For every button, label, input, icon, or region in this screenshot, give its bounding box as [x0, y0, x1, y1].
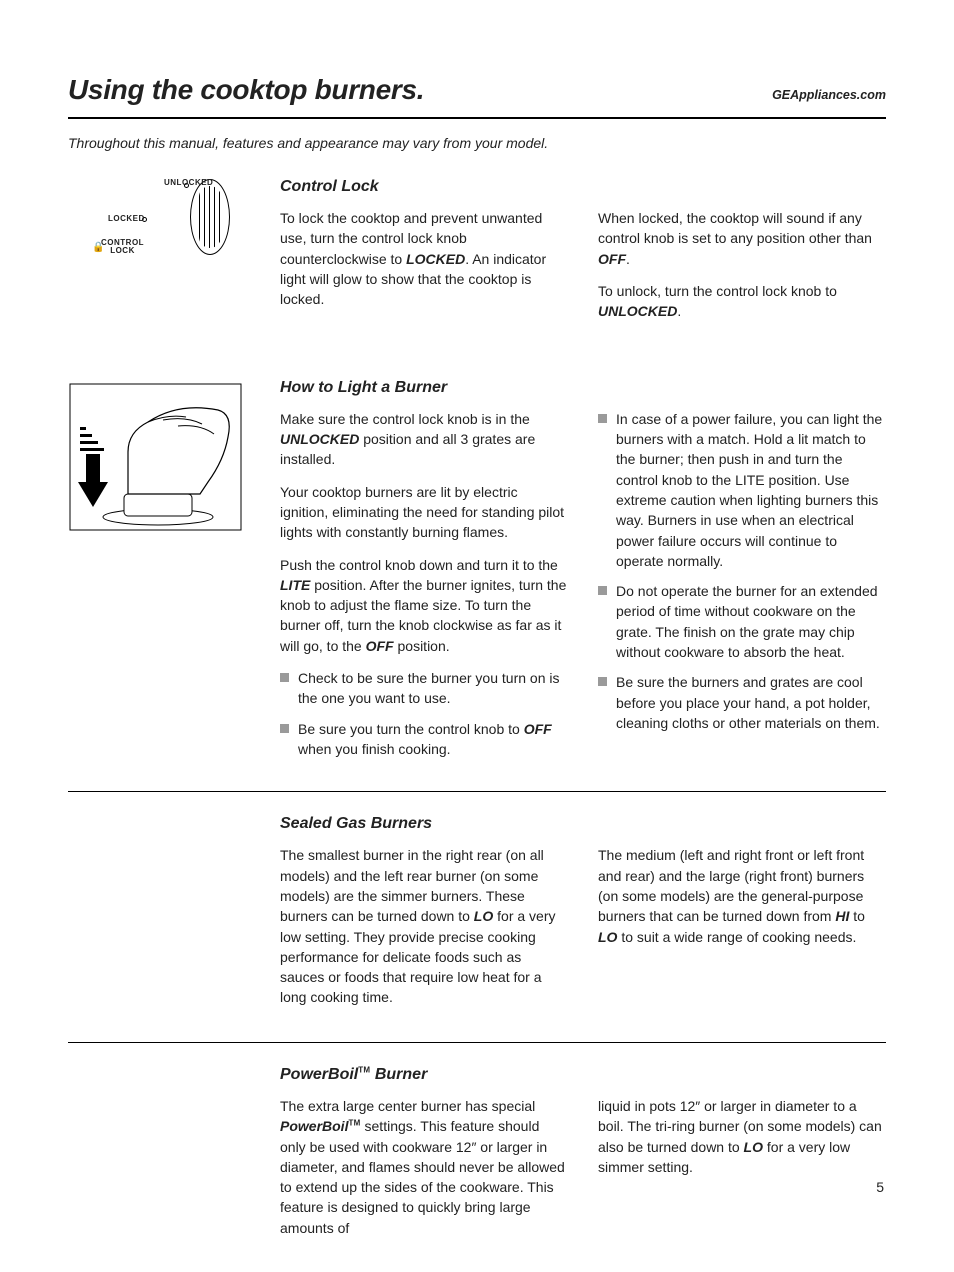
section-powerboil: PowerBoilTM Burner The extra large cente… — [68, 1063, 886, 1272]
term-locked: LOCKED — [406, 251, 465, 267]
trademark-icon: TM — [348, 1119, 360, 1128]
page-subtitle: Throughout this manual, features and app… — [68, 133, 886, 153]
term-off: OFF — [598, 251, 626, 267]
text-span: PowerBoil — [280, 1066, 358, 1083]
body-text: liquid in pots 12″ or larger in diameter… — [598, 1096, 886, 1177]
body-text: When locked, the cooktop will sound if a… — [598, 208, 886, 269]
page-title: Using the cooktop burners. — [68, 70, 424, 111]
text-span: Burner — [370, 1066, 427, 1083]
body-text: The extra large center burner has specia… — [280, 1096, 568, 1238]
text-span: The extra large center burner has specia… — [280, 1098, 535, 1114]
light-burner-left-col: Make sure the control lock knob is in th… — [280, 409, 568, 769]
light-burner-right-col: In case of a power failure, you can ligh… — [598, 409, 886, 769]
knob-icon — [190, 179, 230, 255]
list-item: Check to be sure the burner you turn on … — [280, 668, 568, 709]
heading-sealed-burners: Sealed Gas Burners — [280, 812, 886, 835]
body-text: Push the control knob down and turn it t… — [280, 555, 568, 656]
text-span: Push the control knob down and turn it t… — [280, 557, 558, 573]
control-lock-left-col: To lock the cooktop and prevent unwanted… — [280, 208, 568, 333]
text-span: settings. This feature should only be us… — [280, 1118, 565, 1235]
page-number: 5 — [876, 1177, 884, 1197]
section-light-burner: How to Light a Burner Make sure the cont… — [68, 376, 886, 793]
brand-link: GEAppliances.com — [772, 86, 886, 104]
term-unlocked: UNLOCKED — [598, 303, 677, 319]
text-span: position. — [394, 638, 450, 654]
term-powerboil: PowerBoilTM — [280, 1118, 361, 1134]
figure-empty — [68, 1063, 258, 1250]
body-text: The smallest burner in the right rear (o… — [280, 845, 568, 1007]
text-span: to suit a wide range of cooking needs. — [617, 929, 856, 945]
figure-control-lock: Unlocked Locked 🔒 ControlLock — [68, 175, 258, 334]
label-unlocked: Unlocked — [164, 177, 213, 189]
figure-push-knob — [68, 376, 258, 770]
text-span: . — [626, 251, 630, 267]
term-lite: LITE — [280, 577, 310, 593]
sealed-left-col: The smallest burner in the right rear (o… — [280, 845, 568, 1019]
term-lo: LO — [474, 908, 493, 924]
text-span: To unlock, turn the control lock knob to — [598, 283, 837, 299]
term-off: OFF — [524, 721, 552, 737]
control-lock-diagram: Unlocked Locked 🔒 ControlLock — [86, 179, 236, 279]
list-item: Be sure the burners and grates are cool … — [598, 672, 886, 733]
control-lock-right-col: When locked, the cooktop will sound if a… — [598, 208, 886, 333]
list-item: Do not operate the burner for an extende… — [598, 581, 886, 662]
section-control-lock: Unlocked Locked 🔒 ControlLock Control Lo… — [68, 175, 886, 356]
header-row: Using the cooktop burners. GEAppliances.… — [68, 70, 886, 119]
term-lo: LO — [744, 1139, 763, 1155]
list-item: Be sure you turn the control knob to OFF… — [280, 719, 568, 760]
body-text: The medium (left and right front or left… — [598, 845, 886, 946]
text-span: Make sure the control lock knob is in th… — [280, 411, 530, 427]
text-span: to — [849, 908, 865, 924]
body-text: To lock the cooktop and prevent unwanted… — [280, 208, 568, 309]
heading-powerboil: PowerBoilTM Burner — [280, 1063, 886, 1086]
label-control-lock: ControlLock — [101, 239, 144, 255]
text-span: . — [677, 303, 681, 319]
trademark-icon: TM — [358, 1065, 370, 1074]
figure-empty — [68, 812, 258, 1020]
body-text: To unlock, turn the control lock knob to… — [598, 281, 886, 322]
hand-push-knob-icon — [68, 382, 243, 532]
powerboil-left-col: The extra large center burner has specia… — [280, 1096, 568, 1250]
section-sealed-burners: Sealed Gas Burners The smallest burner i… — [68, 812, 886, 1043]
bullet-list: In case of a power failure, you can ligh… — [598, 409, 886, 733]
body-text: Make sure the control lock knob is in th… — [280, 409, 568, 470]
term-off: OFF — [366, 638, 394, 654]
text-span: When locked, the cooktop will sound if a… — [598, 210, 872, 246]
text-span: PowerBoil — [280, 1118, 348, 1134]
term-unlocked: UNLOCKED — [280, 431, 359, 447]
label-locked: Locked — [108, 213, 145, 225]
term-lo: LO — [598, 929, 617, 945]
text-span: Be sure you turn the control knob to — [298, 721, 524, 737]
bullet-list: Check to be sure the burner you turn on … — [280, 668, 568, 759]
heading-light-burner: How to Light a Burner — [280, 376, 886, 399]
text-span: The medium (left and right front or left… — [598, 847, 864, 924]
list-item: In case of a power failure, you can ligh… — [598, 409, 886, 571]
sealed-right-col: The medium (left and right front or left… — [598, 845, 886, 1019]
body-text: Your cooktop burners are lit by electric… — [280, 482, 568, 543]
term-hi: HI — [835, 908, 849, 924]
text-span: when you finish cooking. — [298, 741, 451, 757]
powerboil-right-col: liquid in pots 12″ or larger in diameter… — [598, 1096, 886, 1250]
heading-control-lock: Control Lock — [280, 175, 886, 198]
